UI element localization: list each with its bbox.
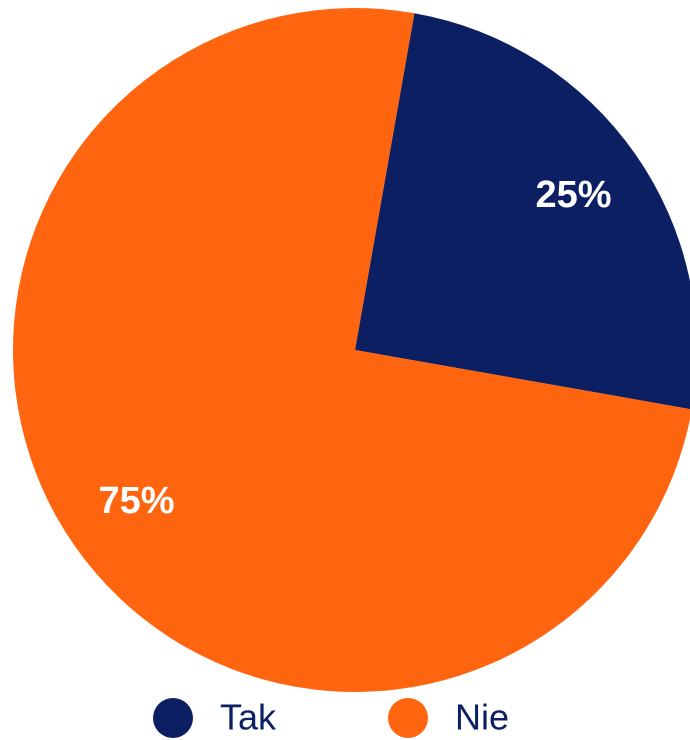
legend-label: Nie	[455, 697, 509, 738]
legend-marker	[153, 698, 193, 738]
slice-label: 25%	[535, 174, 611, 216]
legend-label: Tak	[220, 697, 277, 738]
pie-slice	[13, 8, 690, 692]
legend-marker	[388, 698, 428, 738]
pie-slice	[355, 13, 690, 410]
slice-label: 75%	[98, 480, 174, 522]
